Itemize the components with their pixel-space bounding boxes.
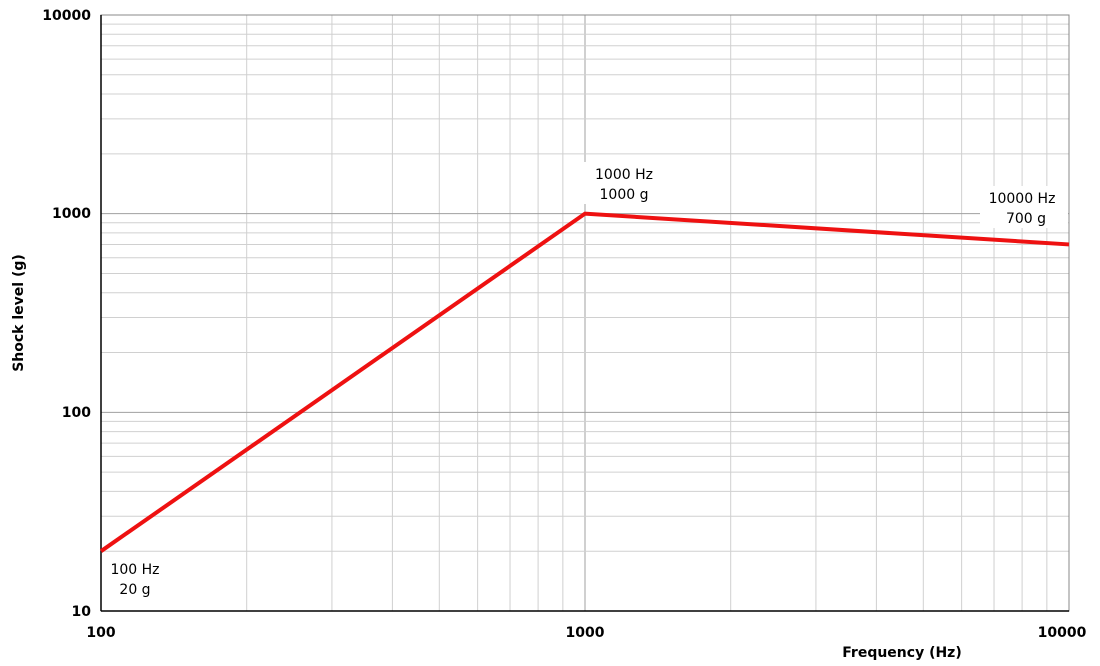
y-axis-title: Shock level (g) — [11, 254, 27, 372]
x-axis-title: Frequency (Hz) — [842, 645, 961, 661]
annotation-1000hz-line1: 1000 Hz — [595, 167, 653, 183]
annotations: 100 Hz 20 g 1000 Hz 1000 g 10000 Hz 700 … — [110, 162, 1068, 598]
series-line-0 — [99, 211, 1070, 553]
tick-labels: 100 1000 10000 10 100 1000 10000 — [42, 8, 1086, 641]
x-tick-label-10000: 10000 — [1038, 625, 1087, 641]
annotation-100hz-line2: 20 g — [119, 582, 150, 598]
y-tick-label-10: 10 — [72, 604, 92, 620]
x-tick-label-1000: 1000 — [566, 625, 605, 641]
annotation-100hz: 100 Hz 20 g — [110, 562, 159, 598]
y-tick-label-100: 100 — [62, 405, 91, 421]
annotation-1000hz: 1000 Hz 1000 g — [582, 162, 666, 204]
series-layer — [99, 211, 1070, 553]
annotation-10000hz-line2: 700 g — [1006, 211, 1046, 227]
annotation-10000hz: 10000 Hz 700 g — [980, 186, 1068, 228]
y-tick-label-10000: 10000 — [42, 8, 91, 24]
annotation-100hz-line1: 100 Hz — [110, 562, 159, 578]
x-tick-label-100: 100 — [86, 625, 115, 641]
y-tick-label-1000: 1000 — [52, 206, 91, 222]
annotation-1000hz-line2: 1000 g — [600, 187, 649, 203]
annotation-10000hz-background — [980, 186, 1068, 228]
grid — [101, 15, 1069, 611]
annotation-1000hz-background — [582, 162, 666, 204]
annotation-10000hz-line1: 10000 Hz — [989, 191, 1056, 207]
